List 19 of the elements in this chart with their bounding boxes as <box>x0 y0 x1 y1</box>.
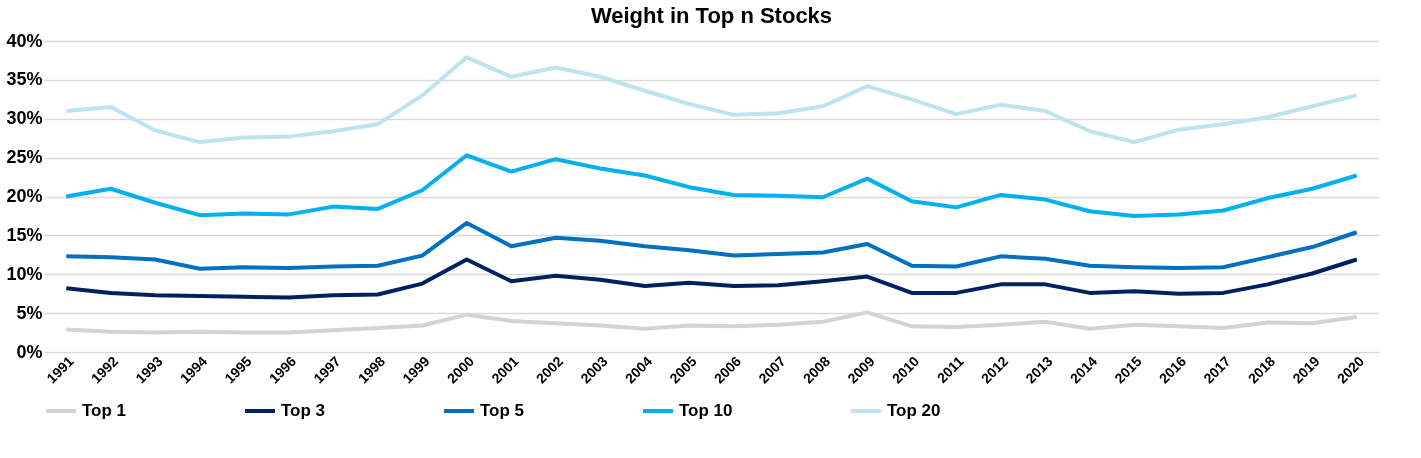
line-series <box>64 220 1359 271</box>
y-tick-label: 20% <box>6 186 43 206</box>
legend-label: Top 5 <box>480 401 525 420</box>
y-tick-label: 25% <box>6 147 43 168</box>
line-series <box>64 55 1359 145</box>
y-tick-label: 35% <box>6 69 43 90</box>
legend-label: Top 1 <box>82 401 127 420</box>
line-series <box>64 257 1359 300</box>
chart-title: Weight in Top n Stocks <box>590 3 833 28</box>
y-tick-label: 30% <box>6 108 43 129</box>
legend-label: Top 3 <box>281 401 326 420</box>
y-tick-label: 10% <box>6 263 43 284</box>
y-tick-label: 0% <box>16 341 43 362</box>
legend-label: Top 20 <box>887 401 941 420</box>
y-tick-label: 5% <box>16 302 43 323</box>
y-tick-label: 15% <box>6 224 43 245</box>
line-series <box>64 153 1359 218</box>
y-tick-label: 40% <box>6 30 43 51</box>
legend-label: Top 10 <box>679 401 733 420</box>
